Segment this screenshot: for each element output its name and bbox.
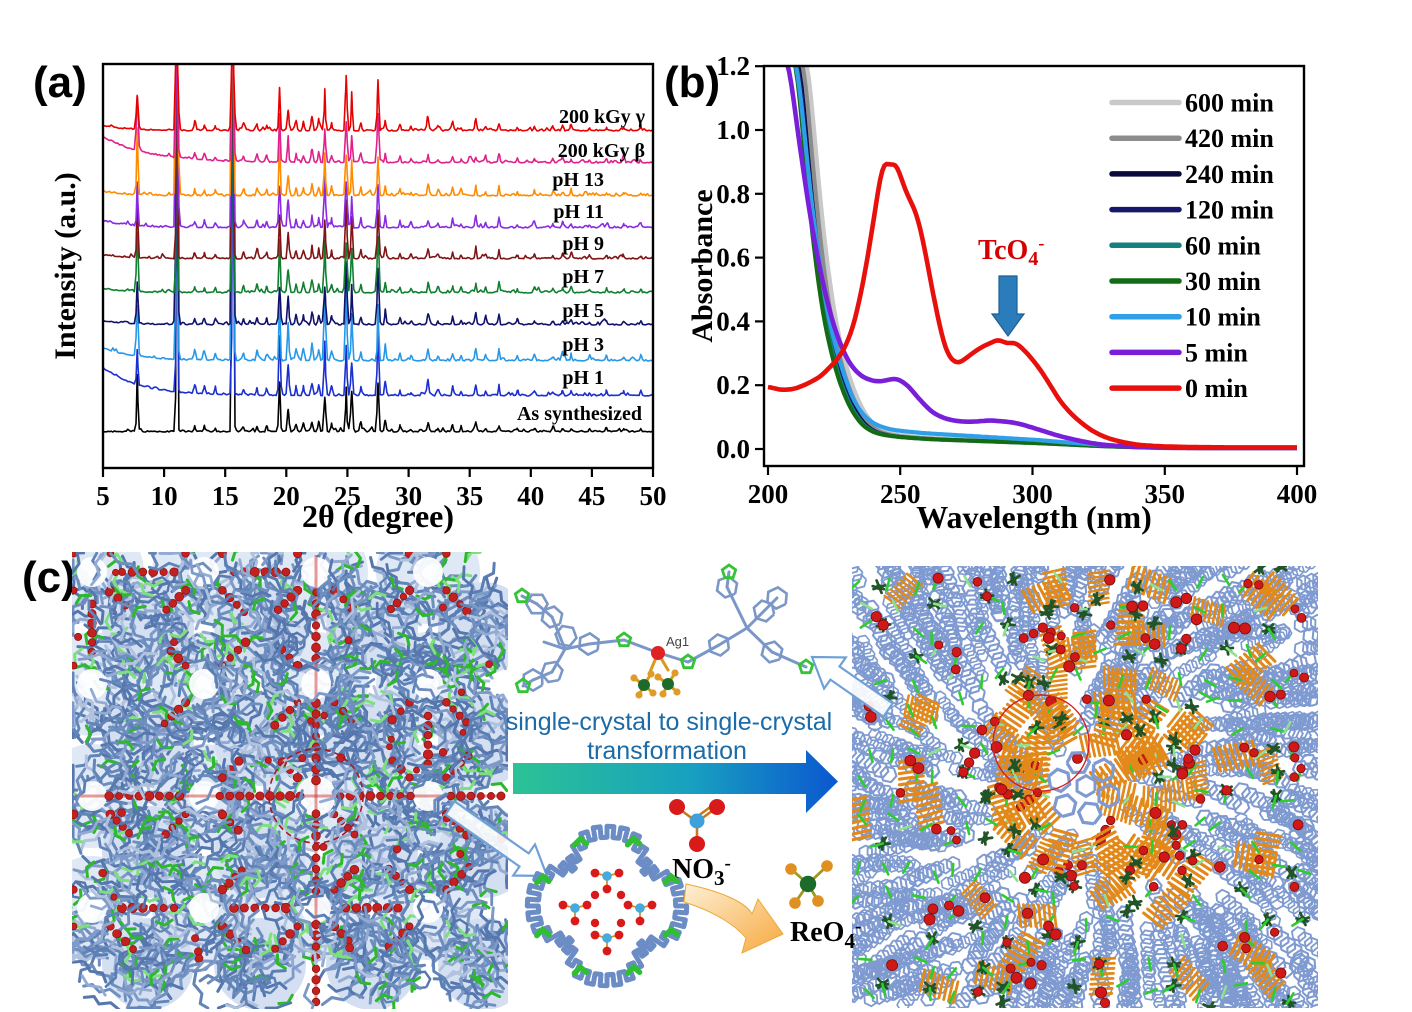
svg-text:600 min: 600 min xyxy=(1185,89,1274,118)
svg-text:(b): (b) xyxy=(664,58,720,107)
svg-text:pH 3: pH 3 xyxy=(562,334,604,356)
svg-text:35: 35 xyxy=(456,481,483,511)
svg-text:1.0: 1.0 xyxy=(716,115,750,145)
svg-text:200 kGy γ: 200 kGy γ xyxy=(559,106,646,128)
svg-text:0.4: 0.4 xyxy=(716,306,750,336)
svg-text:20: 20 xyxy=(273,481,300,511)
svg-text:350: 350 xyxy=(1145,479,1186,509)
svg-text:25: 25 xyxy=(334,481,361,511)
svg-text:45: 45 xyxy=(578,481,605,511)
svg-text:300: 300 xyxy=(1012,479,1053,509)
svg-text:1.2: 1.2 xyxy=(716,51,750,81)
svg-text:Absorbance: Absorbance xyxy=(686,189,719,342)
svg-text:transformation: transformation xyxy=(587,737,747,765)
svg-text:50: 50 xyxy=(640,481,667,511)
svg-text:60 min: 60 min xyxy=(1185,231,1261,260)
svg-text:40: 40 xyxy=(517,481,544,511)
svg-text:15: 15 xyxy=(212,481,239,511)
svg-text:pH 5: pH 5 xyxy=(562,300,604,322)
svg-text:10: 10 xyxy=(151,481,178,511)
svg-text:200: 200 xyxy=(748,479,789,509)
svg-text:Ag1: Ag1 xyxy=(666,634,689,649)
svg-text:pH 9: pH 9 xyxy=(562,233,604,255)
svg-text:30 min: 30 min xyxy=(1185,267,1261,296)
svg-text:120 min: 120 min xyxy=(1185,196,1274,225)
svg-text:pH 7: pH 7 xyxy=(562,266,604,288)
svg-text:10 min: 10 min xyxy=(1185,303,1261,332)
svg-text:TcO4-: TcO4- xyxy=(978,233,1044,270)
svg-text:(a): (a) xyxy=(33,58,87,107)
svg-text:250: 250 xyxy=(880,479,921,509)
svg-text:240 min: 240 min xyxy=(1185,160,1274,189)
svg-text:420 min: 420 min xyxy=(1185,124,1274,153)
svg-text:Intensity (a.u.): Intensity (a.u.) xyxy=(49,172,82,360)
svg-text:0.8: 0.8 xyxy=(716,179,750,209)
svg-text:ReO4-: ReO4- xyxy=(790,916,861,953)
svg-text:Wavelength (nm): Wavelength (nm) xyxy=(916,499,1152,535)
svg-text:30: 30 xyxy=(395,481,422,511)
svg-text:pH 13: pH 13 xyxy=(552,169,604,191)
svg-text:As synthesized: As synthesized xyxy=(517,403,642,425)
svg-text:0.2: 0.2 xyxy=(716,370,750,400)
svg-text:0 min: 0 min xyxy=(1185,374,1248,403)
svg-text:pH 11: pH 11 xyxy=(553,201,604,223)
svg-text:pH 1: pH 1 xyxy=(562,367,604,389)
svg-text:400: 400 xyxy=(1277,479,1318,509)
svg-text:2θ (degree): 2θ (degree) xyxy=(302,498,454,534)
svg-text:5: 5 xyxy=(96,481,110,511)
svg-text:5 min: 5 min xyxy=(1185,338,1248,367)
svg-text:single-crystal to single-cryst: single-crystal to single-crystal xyxy=(506,708,833,736)
svg-text:(c): (c) xyxy=(22,553,76,602)
svg-text:200 kGy β: 200 kGy β xyxy=(558,140,645,162)
svg-text:0.6: 0.6 xyxy=(716,243,750,273)
svg-text:0.0: 0.0 xyxy=(716,434,750,464)
